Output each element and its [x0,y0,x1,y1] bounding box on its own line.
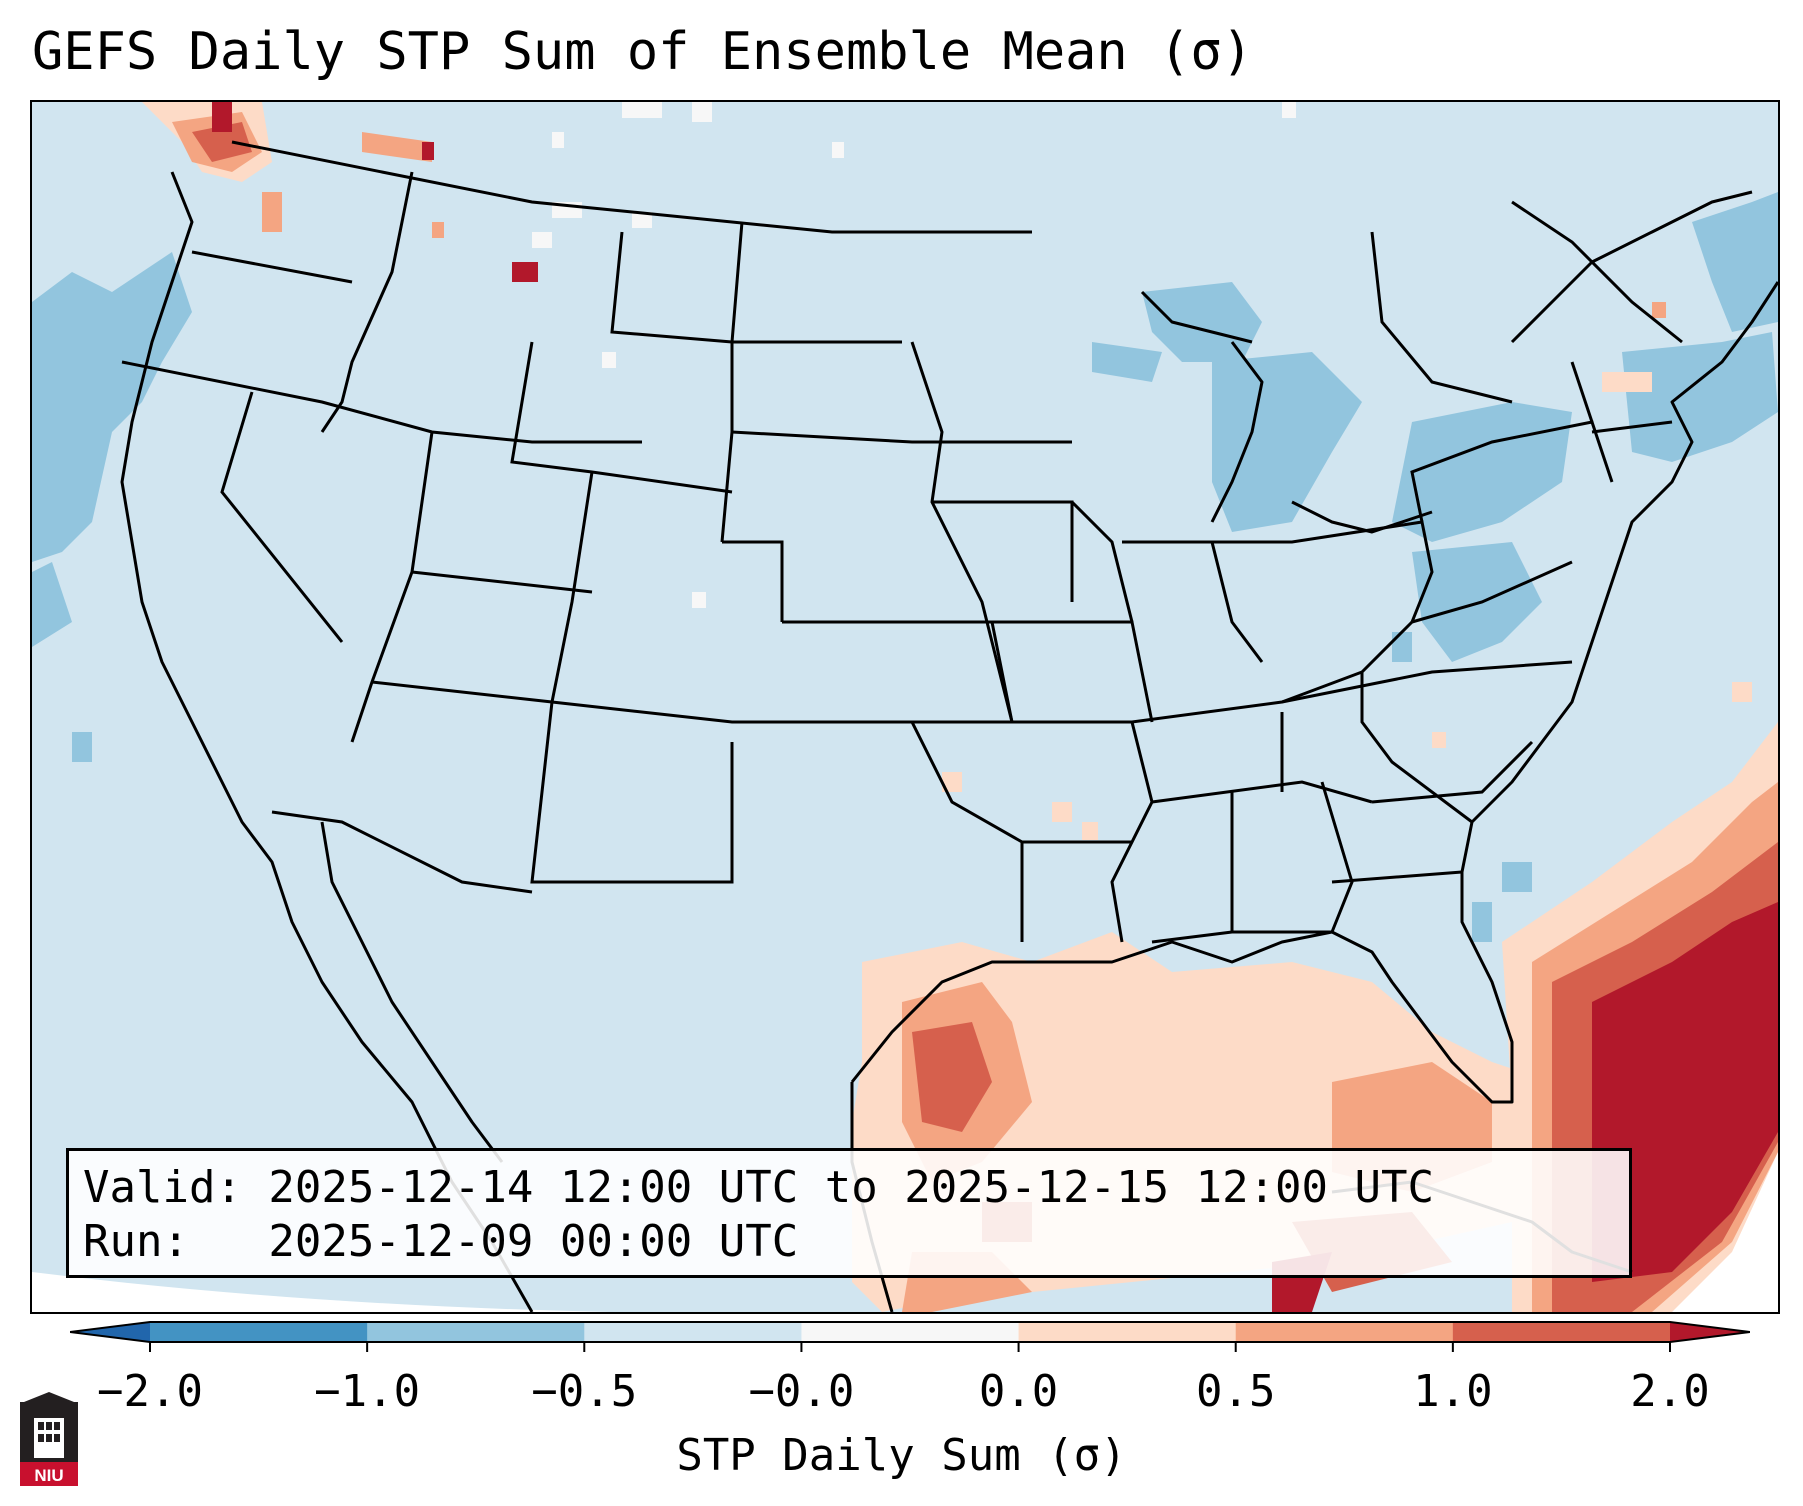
colorbar-tick-label: −2.0 [97,1366,203,1417]
colorbar-tick-label: −1.0 [314,1366,420,1417]
colorbar-tick-label: 0.5 [1196,1366,1275,1417]
colorbar-tick-label: 2.0 [1630,1366,1709,1417]
colorbar-segment [150,1322,368,1342]
negative-anomaly-patches [32,192,1778,942]
colorbar-segment [1235,1322,1454,1342]
colorbar-segment [584,1322,802,1342]
colorbar-label: STP Daily Sum (σ) [676,1430,1127,1481]
map-title: GEFS Daily STP Sum of Ensemble Mean (σ) [32,22,1253,82]
near-zero-patches [532,102,1296,608]
colorbar-extend-high [1670,1322,1750,1342]
colorbar-ticks: −2.0 −1.0 −0.5 −0.0 0.0 0.5 1.0 2.0 [97,1342,1710,1417]
map-panel [30,100,1780,1314]
colorbar-segment [1018,1322,1237,1342]
colorbar: −2.0 −1.0 −0.5 −0.0 0.0 0.5 1.0 2.0 [70,1321,1750,1417]
colorbar-tick-label: −0.0 [748,1366,854,1417]
valid-time-line: Valid: 2025-12-14 12:00 UTC to 2025-12-1… [83,1162,1435,1213]
colorbar-extend-low [70,1322,150,1342]
valid-run-info-box: Valid: 2025-12-14 12:00 UTC to 2025-12-1… [66,1148,1632,1278]
colorbar-segments [70,1321,1750,1343]
colorbar-tick-label: −0.5 [531,1366,637,1417]
colorbar-segment [801,1322,1020,1342]
colorbar-tick-label: 1.0 [1413,1366,1492,1417]
niu-logo: NIU [20,1392,78,1486]
state-borders [121,140,1683,944]
projection-edge-right [1672,1152,1778,1312]
colorbar-segment [1452,1322,1671,1342]
colorbar-tick-label: 0.0 [979,1366,1058,1417]
positive-anomaly-pacific-northwest [142,102,538,282]
colorbar-segment [367,1322,585,1342]
run-time-line: Run: 2025-12-09 00:00 UTC [83,1216,799,1267]
stp-anomaly-map [32,102,1778,1312]
niu-logo-text: NIU [34,1466,63,1485]
projection-edge [32,1272,932,1312]
